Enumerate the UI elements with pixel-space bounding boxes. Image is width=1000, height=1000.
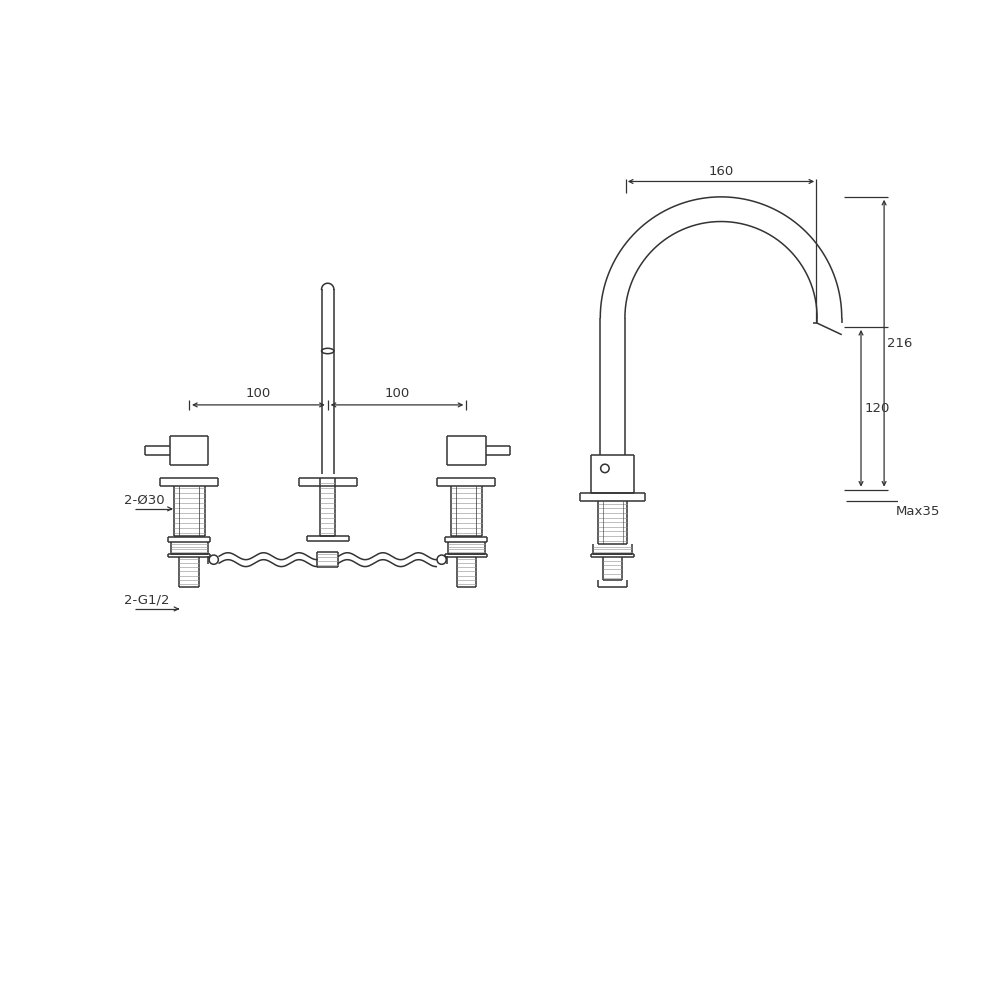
Text: 2-G1/2: 2-G1/2 — [124, 594, 169, 607]
Text: 100: 100 — [246, 387, 271, 400]
Text: Max35: Max35 — [896, 505, 940, 518]
Text: 216: 216 — [887, 337, 913, 350]
Text: 160: 160 — [708, 165, 734, 178]
Text: 100: 100 — [384, 387, 410, 400]
Text: 2-Ø30: 2-Ø30 — [124, 494, 164, 507]
Text: 120: 120 — [864, 402, 889, 415]
